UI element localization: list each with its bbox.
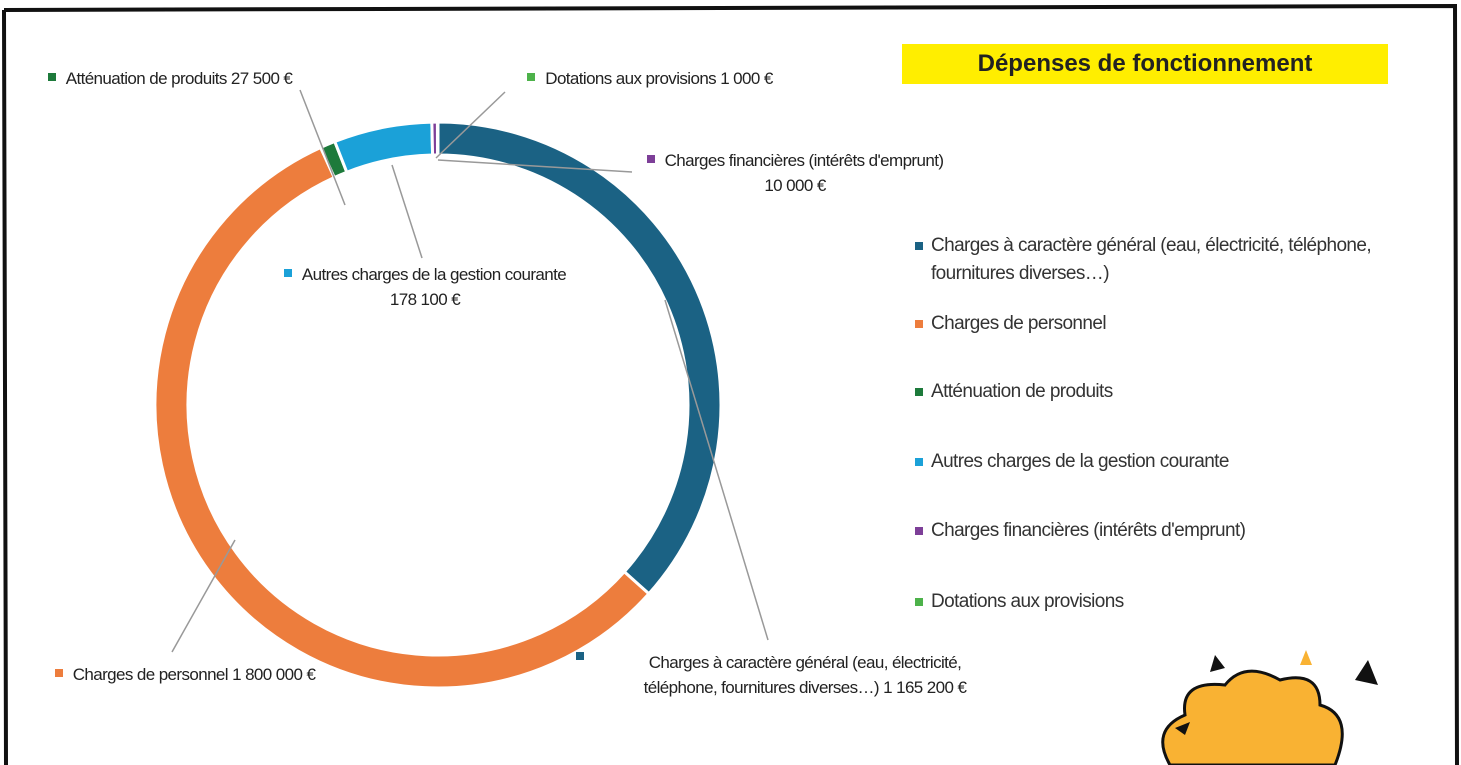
legend-marker [915,320,923,328]
data-label: Atténuation de produits 27 500 € [40,66,300,91]
label-value: 1 800 000 € [232,665,315,684]
label-value: 1 000 € [720,69,773,88]
donut-segment [335,122,433,172]
data-label: Charges à caractère général (eau, électr… [630,650,980,700]
label-marker [647,155,655,163]
data-label: Autres charges de la gestion courante 17… [270,262,580,312]
legend-label: Atténuation de produits [931,381,1113,402]
label-marker [284,269,292,277]
legend-marker [915,388,923,396]
legend-entry: Charges financières (intérêts d'emprunt) [915,517,1401,545]
legend-label: Autres charges de la gestion courante [931,451,1229,472]
legend-marker [915,598,923,606]
legend-entry: Dotations aux provisions [915,588,1401,616]
data-label: Dotations aux provisions 1 000 € [520,66,780,91]
legend-entry: Autres charges de la gestion courante [915,448,1401,476]
legend-marker [915,242,923,250]
label-name: Charges de personnel [73,665,228,684]
label-marker [55,669,63,677]
label-name: Charges financières (intérêts d'emprunt) [665,151,944,170]
label-value: 1 165 200 € [883,678,966,697]
legend-marker [915,458,923,466]
decoration [1163,650,1378,765]
leader-line [392,165,422,258]
label-value: 27 500 € [231,69,292,88]
chart: Dépenses de fonctionnement Charges à car… [0,0,1461,765]
donut-segment [437,122,438,155]
label-value: 10 000 € [764,176,825,195]
label-name: Dotations aux provisions [545,69,716,88]
label-name: Autres charges de la gestion courante [302,265,566,284]
donut-segment [155,147,649,688]
legend-label: Charges de personnel [931,313,1106,334]
legend-entry: Charges de personnel [915,310,1401,338]
data-label: Charges de personnel 1 800 000 € [40,662,330,687]
label-marker [576,652,584,660]
legend-entry: Charges à caractère général (eau, électr… [915,232,1401,288]
label-value: 178 100 € [390,290,460,309]
data-label: Charges financières (intérêts d'emprunt)… [640,148,950,198]
chart-title: Dépenses de fonctionnement [902,44,1388,84]
legend-label: Charges financières (intérêts d'emprunt) [931,520,1245,541]
label-name: Atténuation de produits [66,69,227,88]
label-marker [527,73,535,81]
label-marker [48,73,56,81]
legend-label: Charges à caractère général (eau, électr… [931,235,1371,284]
legend-entry: Atténuation de produits [915,378,1401,406]
legend-marker [915,527,923,535]
legend-label: Dotations aux provisions [931,591,1124,612]
